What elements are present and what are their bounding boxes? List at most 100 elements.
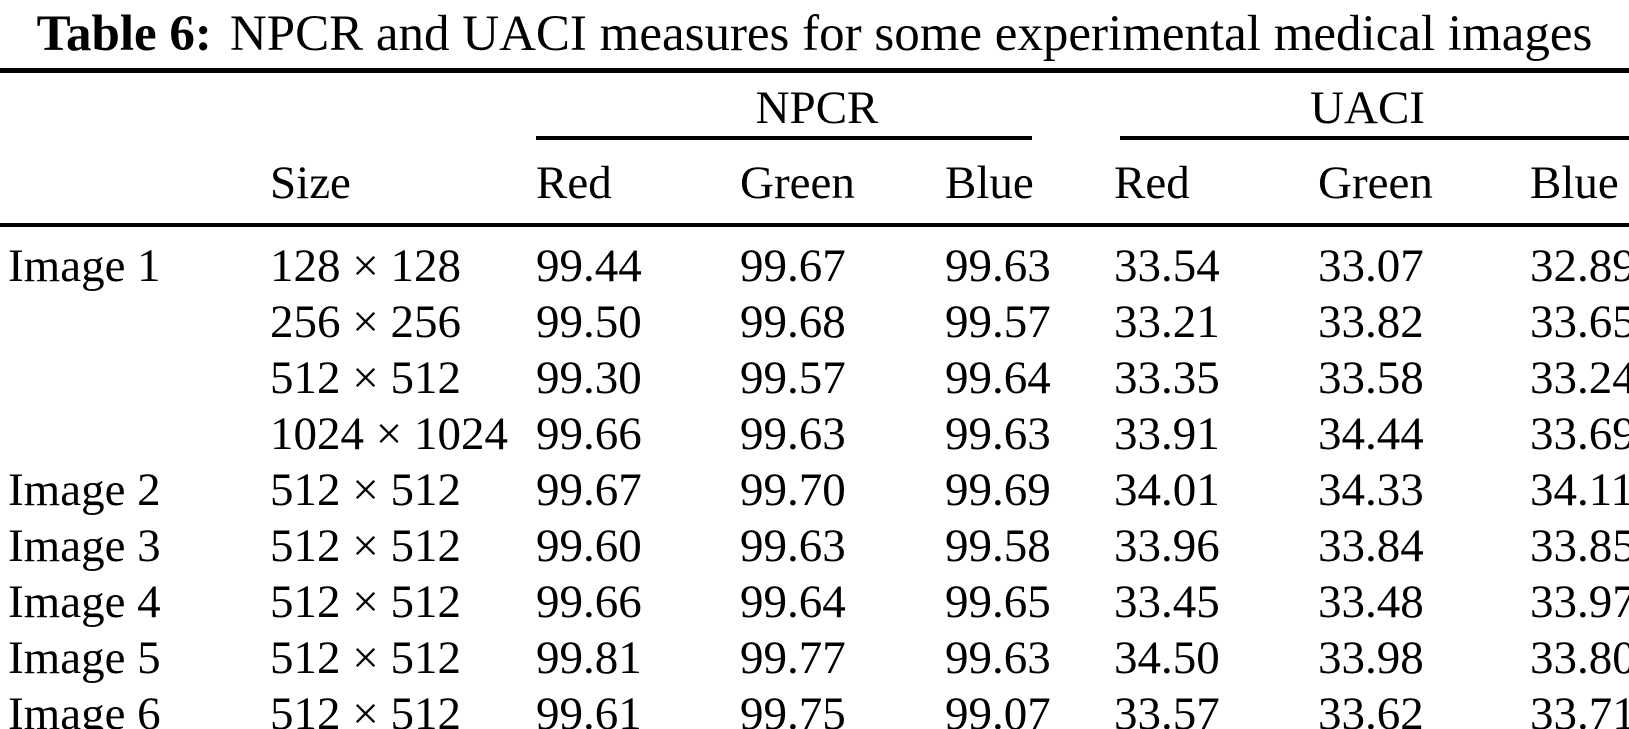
- col-header-npcr-green: Green: [732, 140, 937, 227]
- table-row: 512 × 512 99.30 99.57 99.64 33.35 33.58 …: [0, 350, 1629, 406]
- cell-npcr-green: 99.68: [740, 296, 846, 348]
- cell-image-label: Image 6: [8, 688, 161, 729]
- cell-image-label: [0, 406, 262, 462]
- cell-uaci-green: 33.48: [1318, 576, 1424, 628]
- cell-npcr-green: 99.63: [740, 408, 846, 460]
- cell-size: 512 × 512: [270, 464, 462, 516]
- cell-uaci-red: 34.01: [1114, 464, 1220, 516]
- group-header-uaci-label: UACI: [1310, 82, 1425, 134]
- cell-image-label: Image 4: [8, 576, 161, 628]
- table-row: Image 3 512 × 512 99.60 99.63 99.58 33.9…: [0, 518, 1629, 574]
- cell-image-label: Image 1: [8, 240, 161, 292]
- caption-label: Table 6:: [36, 6, 212, 62]
- cell-uaci-blue: 33.65: [1530, 296, 1629, 348]
- cell-uaci-blue: 32.89: [1530, 240, 1629, 292]
- col-header-uaci-blue: Blue: [1522, 140, 1629, 227]
- cell-npcr-red: 99.61: [536, 688, 642, 729]
- cell-image-label: Image 2: [8, 464, 161, 516]
- cell-npcr-green: 99.67: [740, 240, 846, 292]
- table-row: Image 2 512 × 512 99.67 99.70 99.69 34.0…: [0, 462, 1629, 518]
- col-header-uaci-green: Green: [1310, 140, 1522, 227]
- cell-uaci-green: 33.98: [1318, 632, 1424, 684]
- cell-npcr-red: 99.60: [536, 520, 642, 572]
- cell-npcr-blue: 99.07: [945, 688, 1051, 729]
- cell-uaci-blue: 33.97: [1530, 576, 1629, 628]
- cell-size: 256 × 256: [270, 296, 462, 348]
- cell-npcr-red: 99.30: [536, 352, 642, 404]
- results-table: NPCR UACI Size Red Green Blue Red Green …: [0, 68, 1629, 729]
- cell-uaci-blue: 34.11: [1530, 464, 1629, 516]
- uaci-cmidrule: [1120, 136, 1629, 140]
- cell-size: 512 × 512: [270, 576, 462, 628]
- cell-uaci-red: 33.35: [1114, 352, 1220, 404]
- cell-npcr-green: 99.63: [740, 520, 846, 572]
- table-row: 256 × 256 99.50 99.68 99.57 33.21 33.82 …: [0, 294, 1629, 350]
- table-row: Image 4 512 × 512 99.66 99.64 99.65 33.4…: [0, 574, 1629, 630]
- cell-npcr-green: 99.64: [740, 576, 846, 628]
- cell-npcr-green: 99.77: [740, 632, 846, 684]
- cell-uaci-green: 33.07: [1318, 240, 1424, 292]
- cell-uaci-blue: 33.71: [1530, 688, 1629, 729]
- cell-npcr-blue: 99.63: [945, 240, 1051, 292]
- cell-npcr-red: 99.67: [536, 464, 642, 516]
- cell-npcr-red: 99.81: [536, 632, 642, 684]
- cell-npcr-blue: 99.64: [945, 352, 1051, 404]
- cell-npcr-red: 99.50: [536, 296, 642, 348]
- cell-uaci-green: 34.44: [1318, 408, 1424, 460]
- table-row: Image 1 128 × 128 99.44 99.67 99.63 33.5…: [0, 225, 1629, 294]
- cell-uaci-green: 33.58: [1318, 352, 1424, 404]
- cell-uaci-green: 33.84: [1318, 520, 1424, 572]
- cell-uaci-blue: 33.24: [1530, 352, 1629, 404]
- cell-size: 512 × 512: [270, 632, 462, 684]
- cell-uaci-blue: 33.80: [1530, 632, 1629, 684]
- cell-uaci-green: 33.82: [1318, 296, 1424, 348]
- col-header-size: Size: [262, 140, 528, 227]
- group-header-npcr-label: NPCR: [755, 82, 879, 134]
- cell-npcr-blue: 99.63: [945, 408, 1051, 460]
- cell-image-label: [0, 350, 262, 406]
- table-row: 1024 × 1024 99.66 99.63 99.63 33.91 34.4…: [0, 406, 1629, 462]
- cell-image-label: [0, 294, 262, 350]
- cell-npcr-green: 99.75: [740, 688, 846, 729]
- cell-size: 128 × 128: [270, 240, 462, 292]
- cell-uaci-green: 34.33: [1318, 464, 1424, 516]
- caption-text: NPCR and UACI measures for some experime…: [229, 6, 1593, 62]
- col-header-empty: [0, 140, 262, 227]
- cell-uaci-red: 33.91: [1114, 408, 1220, 460]
- cell-uaci-red: 33.57: [1114, 688, 1220, 729]
- column-header-row: Size Red Green Blue Red Green Blue: [0, 140, 1629, 227]
- cell-npcr-blue: 99.58: [945, 520, 1051, 572]
- group-header-uaci: UACI: [1106, 71, 1629, 140]
- cell-uaci-red: 33.54: [1114, 240, 1220, 292]
- group-header-spacer: [0, 71, 528, 141]
- cell-uaci-blue: 33.85: [1530, 520, 1629, 572]
- cell-npcr-green: 99.57: [740, 352, 846, 404]
- table-row: Image 5 512 × 512 99.81 99.77 99.63 34.5…: [0, 630, 1629, 686]
- cell-npcr-blue: 99.63: [945, 632, 1051, 684]
- cell-npcr-green: 99.70: [740, 464, 846, 516]
- col-header-uaci-red: Red: [1106, 140, 1310, 227]
- cell-size: 1024 × 1024: [270, 408, 509, 460]
- cell-uaci-red: 33.21: [1114, 296, 1220, 348]
- cell-image-label: Image 5: [8, 632, 161, 684]
- cell-uaci-red: 33.45: [1114, 576, 1220, 628]
- cell-size: 512 × 512: [270, 520, 462, 572]
- col-header-npcr-blue: Blue: [937, 140, 1106, 227]
- table-row: Image 6 512 × 512 99.61 99.75 99.07 33.5…: [0, 686, 1629, 729]
- group-header-row: NPCR UACI: [0, 71, 1629, 141]
- cell-npcr-red: 99.66: [536, 576, 642, 628]
- cell-uaci-green: 33.62: [1318, 688, 1424, 729]
- table-caption: Table 6: NPCR and UACI measures for some …: [0, 0, 1629, 68]
- cell-uaci-red: 34.50: [1114, 632, 1220, 684]
- cell-uaci-red: 33.96: [1114, 520, 1220, 572]
- cell-npcr-blue: 99.69: [945, 464, 1051, 516]
- cell-npcr-red: 99.66: [536, 408, 642, 460]
- cell-size: 512 × 512: [270, 688, 462, 729]
- cell-npcr-red: 99.44: [536, 240, 642, 292]
- npcr-cmidrule: [536, 136, 1032, 140]
- cell-npcr-blue: 99.65: [945, 576, 1051, 628]
- group-header-npcr: NPCR: [528, 71, 1106, 140]
- cell-npcr-blue: 99.57: [945, 296, 1051, 348]
- cell-size: 512 × 512: [270, 352, 462, 404]
